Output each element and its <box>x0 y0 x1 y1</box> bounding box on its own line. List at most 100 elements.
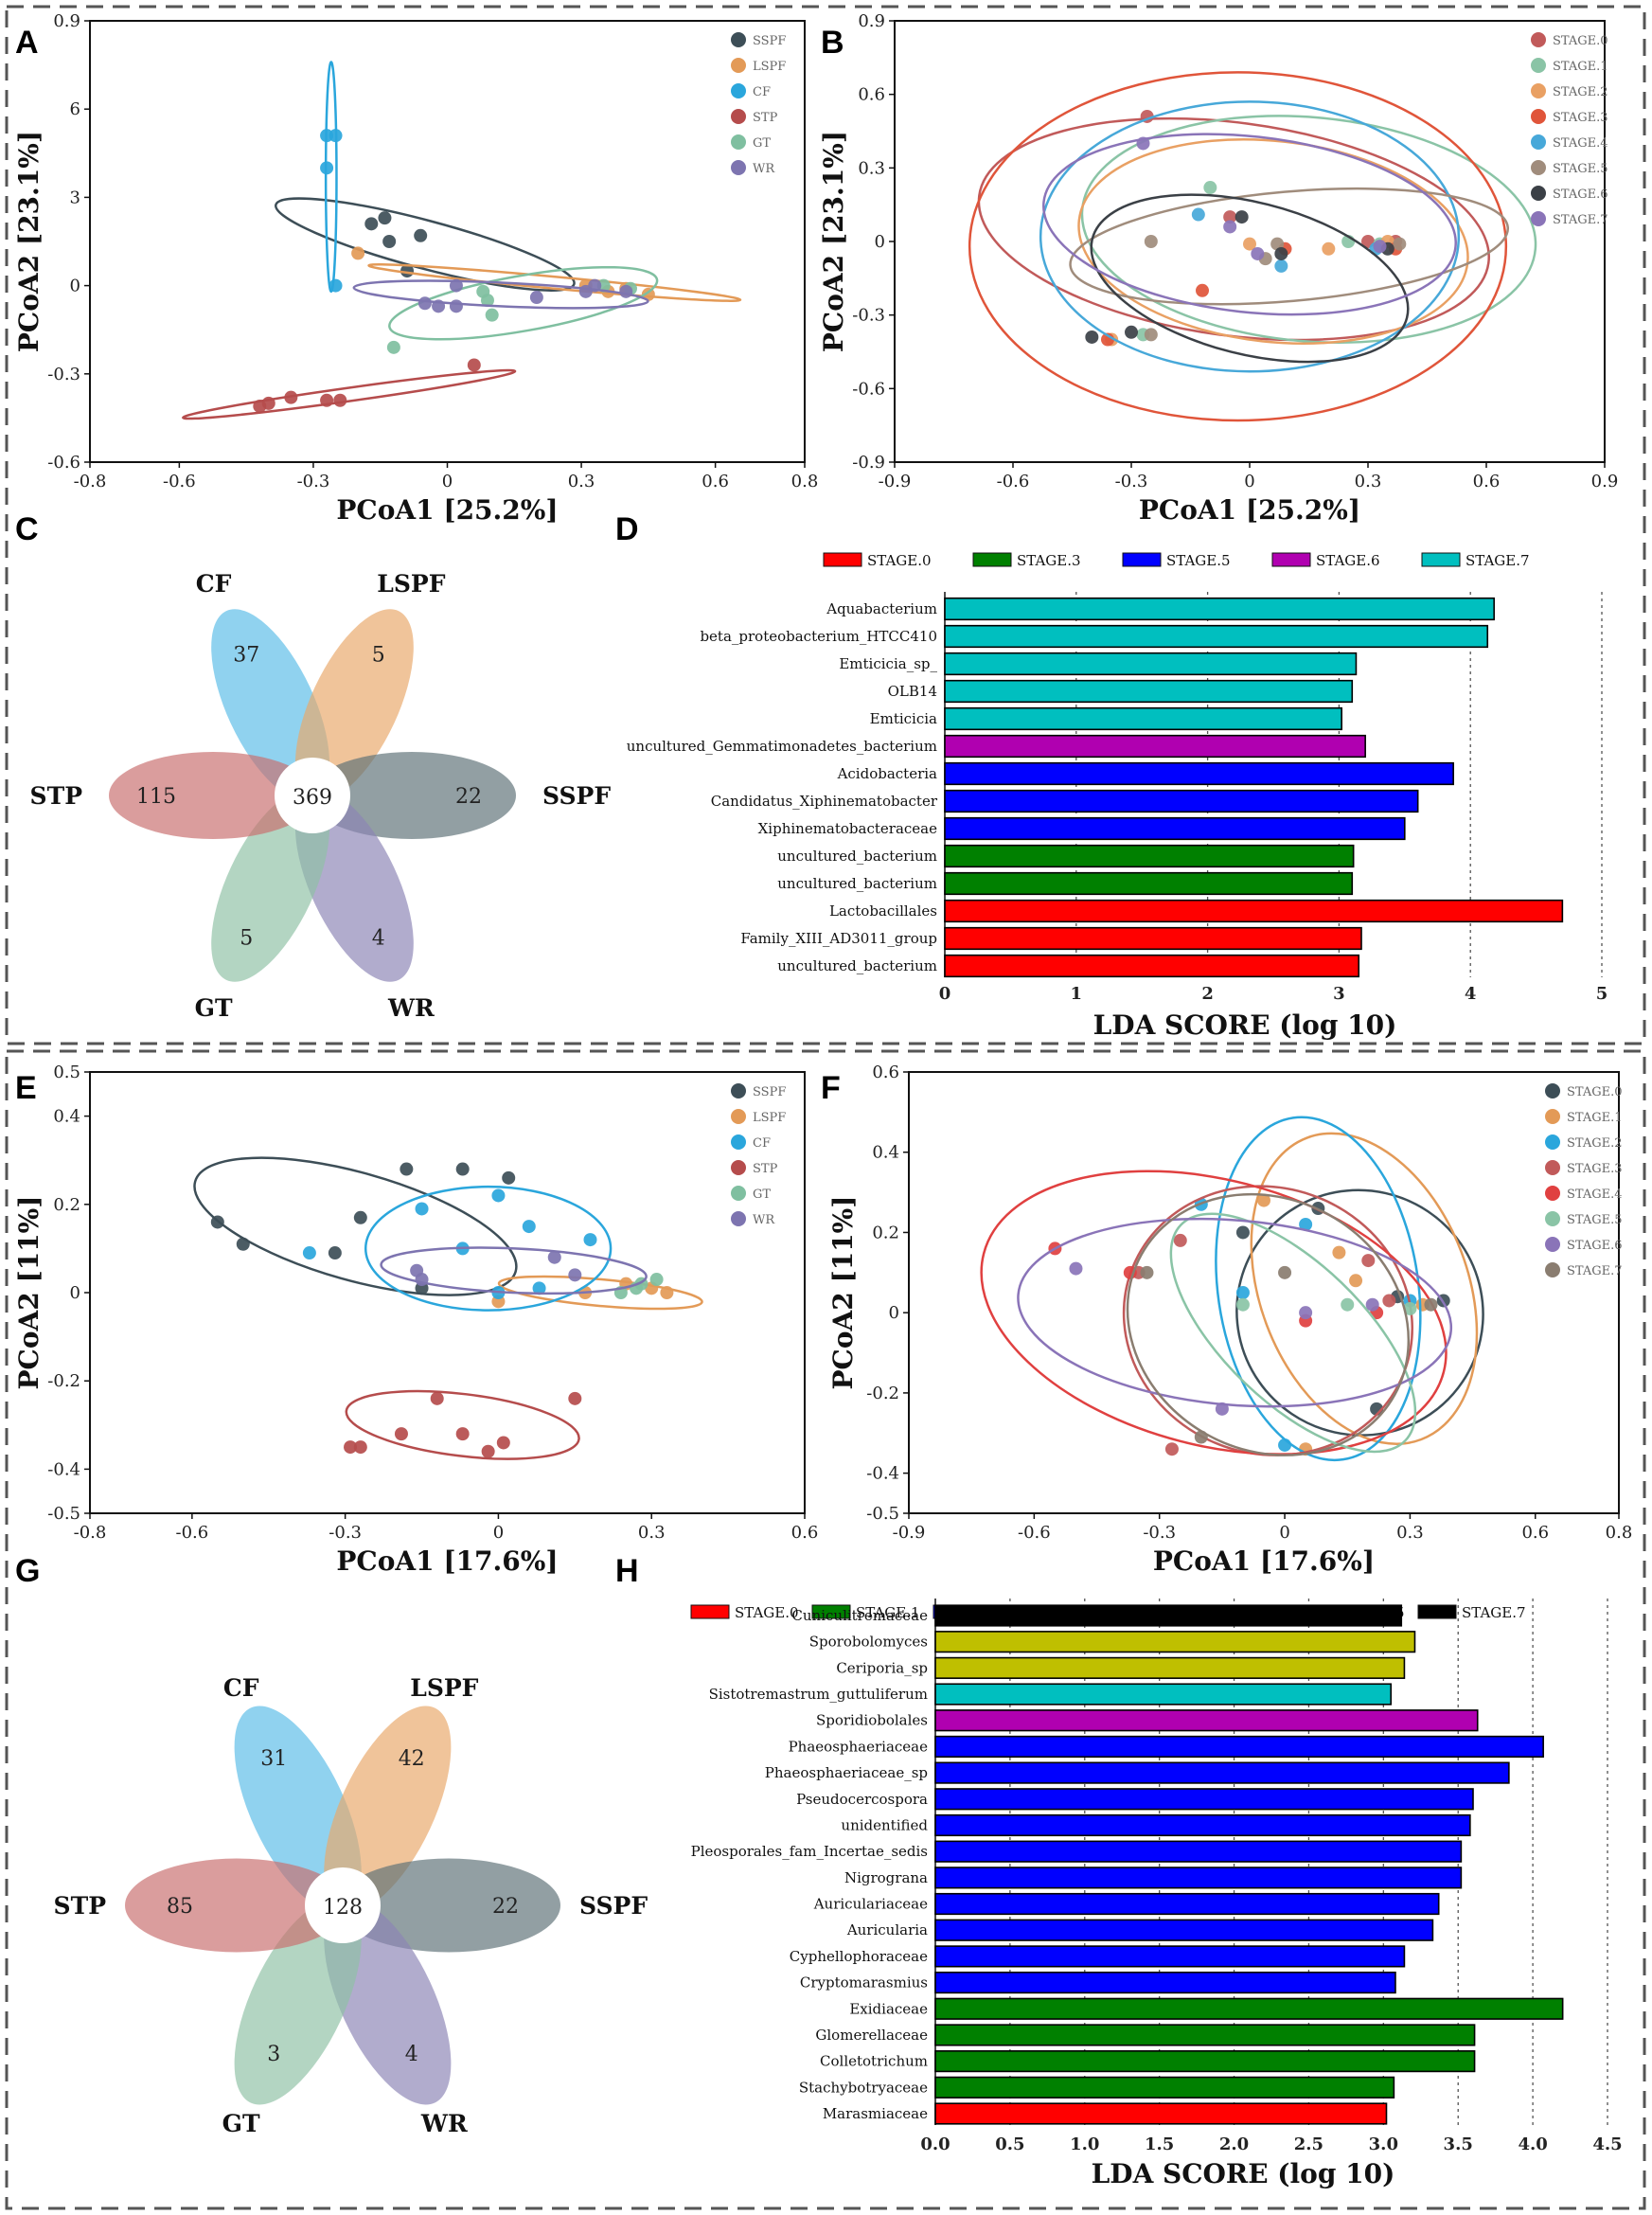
chart-a-x-tick-label: -0.6 <box>163 472 196 491</box>
chart-b-series-stage0-legend-label: STAGE.0 <box>1553 34 1608 48</box>
chart-f-y-tick-label: 0.6 <box>872 1063 899 1082</box>
chart-a-series-stp-ellipse <box>182 368 517 420</box>
chart-f-series-stage3-point <box>1173 1233 1187 1247</box>
chart-a-series-stp-point <box>284 390 298 404</box>
chart-f-series-stage7-legend-marker <box>1545 1262 1560 1277</box>
chart-d-legend-label-stage6: STAGE.6 <box>1316 552 1380 569</box>
chart-f-x-tick-label: -0.9 <box>893 1523 926 1543</box>
chart-e-series-wr-point <box>547 1250 561 1264</box>
chart-e-series-sspf-point <box>400 1162 414 1176</box>
chart-d-bar-label: Emticicia_sp_ <box>839 655 937 672</box>
chart-e-series-lspf-legend-label: LSPF <box>753 1111 786 1125</box>
chart-h-bar <box>934 1971 1396 1994</box>
chart-b-series-stage4-point <box>1191 207 1205 222</box>
chart-e-series-lspf-legend-marker <box>731 1109 746 1124</box>
chart-h-bar <box>934 1631 1416 1653</box>
chart-e-series-stp-point <box>496 1436 510 1450</box>
chart-a-series-cf-legend-marker <box>731 83 746 98</box>
chart-d-bar-label: Aquabacterium <box>826 600 937 617</box>
chart-f-x-tick-label: -0.3 <box>1143 1523 1176 1543</box>
chart-a-x-tick-label: -0.8 <box>74 472 107 491</box>
chart-a-series-gt-ellipse <box>388 265 659 341</box>
chart-f-y-tick-label: -0.5 <box>866 1504 899 1524</box>
chart-h-bar-label: Auricularia <box>846 1921 928 1938</box>
chart-h: STAGE.0STAGE.1STAGE.2STAGE.3STAGE.4STAGE… <box>690 1599 1623 2189</box>
venn-c-center-circle <box>275 758 350 833</box>
chart-h-bar <box>934 1919 1434 1941</box>
chart-d-bar <box>944 734 1366 759</box>
chart-h-bar <box>934 1604 1403 1627</box>
chart-a-series-cf-point <box>329 278 343 293</box>
chart-b-x-tick-label: 0 <box>1244 472 1254 491</box>
chart-a-series-stp-point <box>333 393 347 407</box>
chart-b-series-stage6-point <box>1125 325 1138 339</box>
venn-c-petal-name-gt: GT <box>195 994 233 1022</box>
venn-g-petal-name-gt: GT <box>222 2110 260 2137</box>
chart-b-y-tick-label: -0.6 <box>852 379 885 399</box>
chart-f-x-tick-label: 0.8 <box>1606 1523 1633 1543</box>
chart-f-series-stage2-point <box>1278 1438 1292 1452</box>
chart-e-series-stp-ellipse <box>345 1389 580 1460</box>
chart-a-y-tick-label: 3 <box>70 188 80 207</box>
chart-h-bar <box>934 2024 1476 2046</box>
venn-g-petal-name-stp: STP <box>54 1892 107 1920</box>
chart-h-bar-label: Nigrograna <box>844 1869 928 1886</box>
chart-h-x-tick-label: 2.0 <box>1219 2135 1249 2154</box>
chart-h-legend-swatch-stage0 <box>690 1604 730 1619</box>
chart-e-series-stp-point <box>394 1427 408 1441</box>
chart-f-series-stage0-point <box>1235 1225 1250 1240</box>
chart-h-bar <box>934 1788 1474 1811</box>
venn-c-petal-stp <box>109 752 317 839</box>
chart-f-series-stage0-ellipse <box>1235 1188 1484 1437</box>
chart-f-series-stage7-point <box>1424 1297 1438 1312</box>
chart-f-y-tick-label: 0.2 <box>872 1223 899 1242</box>
chart-f-y-tick-label: 0.4 <box>872 1143 899 1163</box>
chart-b-series-stage1-legend-marker <box>1531 58 1546 73</box>
chart-d-legend-swatch-stage5 <box>1122 552 1162 567</box>
chart-e-series-sspf-ellipse <box>193 1156 518 1296</box>
venn-g-petal-count-stp: 85 <box>167 1895 193 1919</box>
chart-a-series-wr-point <box>417 296 432 311</box>
chart-d-bar-label: Emticicia <box>870 710 937 727</box>
chart-a-series-stp-legend-marker <box>731 109 746 124</box>
chart-a-series-wr-point <box>619 284 633 298</box>
chart-f-series-stage4-legend-marker <box>1545 1186 1560 1201</box>
chart-d-bar-label: uncultured_bacterium <box>777 848 937 865</box>
venn-c: 37 CF 5 LSPF 22 SSPF 4 WR 5 GT 115 STP 369 <box>30 570 612 1022</box>
chart-f-series-stage3-point <box>1382 1294 1396 1308</box>
chart-b: -0.9 -0.6 -0.3 0 0.3 0.6 0.9 -0.9 -0.6 -0.3 0 0.3 0.… <box>818 11 1618 526</box>
chart-a-x-tick-label: 0.3 <box>568 472 595 491</box>
chart-b-series-stage6-point <box>1235 210 1249 224</box>
chart-b-series-stage7-legend-marker <box>1531 211 1546 226</box>
chart-d-x-tick-label: 5 <box>1596 984 1608 1004</box>
chart-e-series-cf-point <box>415 1202 429 1216</box>
chart-b-series-stage0-legend-marker <box>1531 32 1546 47</box>
chart-d: STAGE.0 STAGE.3 STAGE.5 STAGE.6 STAGE.7 0 1 2 3 4… <box>627 552 1608 1041</box>
chart-b-series-stage5-point <box>1144 235 1158 248</box>
chart-h-bar-label: Phaeosphaeriaceae_sp <box>765 1764 928 1781</box>
chart-e-x-tick-label: -0.3 <box>329 1523 362 1543</box>
chart-b-x-axis-title: PCoA1 [25.2%] <box>1139 494 1360 526</box>
chart-f-series-stage1-legend-marker <box>1545 1109 1560 1124</box>
chart-a-series-sspf-legend-label: SSPF <box>753 34 786 48</box>
chart-e-y-tick-label: -0.4 <box>47 1459 80 1479</box>
chart-f-y-tick-label: -0.4 <box>866 1464 899 1484</box>
chart-e-y-tick-label: -0.2 <box>47 1371 80 1391</box>
venn-c-petal-count-cf: 37 <box>233 643 259 667</box>
chart-b-y-axis-title: PCoA2 [23.1%] <box>818 131 849 352</box>
chart-h-x-tick-label: 3.0 <box>1369 2135 1398 2154</box>
chart-h-bar <box>934 1761 1510 1784</box>
chart-e-series-cf-legend-label: CF <box>753 1136 771 1151</box>
chart-e-series-sspf-point <box>210 1215 224 1229</box>
chart-h-bar-label: Phaeosphaeriaceae <box>789 1738 929 1755</box>
chart-d-bar-label: Family_XIII_AD3011_group <box>740 930 937 947</box>
chart-h-bar-label: Exidiaceae <box>849 2000 928 2017</box>
chart-b-series-stage3-legend-label: STAGE.3 <box>1553 111 1608 125</box>
chart-e-series-stp-legend-label: STP <box>753 1162 778 1176</box>
chart-a-series-stp-point <box>467 358 481 372</box>
venn-g-petal-count-sspf: 22 <box>492 1895 519 1919</box>
chart-b-series-stage2-legend-label: STAGE.2 <box>1553 85 1608 99</box>
chart-e-x-tick-label: -0.6 <box>175 1523 208 1543</box>
chart-e-series-wr-point <box>415 1273 429 1287</box>
venn-g-petal-lspf <box>324 1706 452 1913</box>
